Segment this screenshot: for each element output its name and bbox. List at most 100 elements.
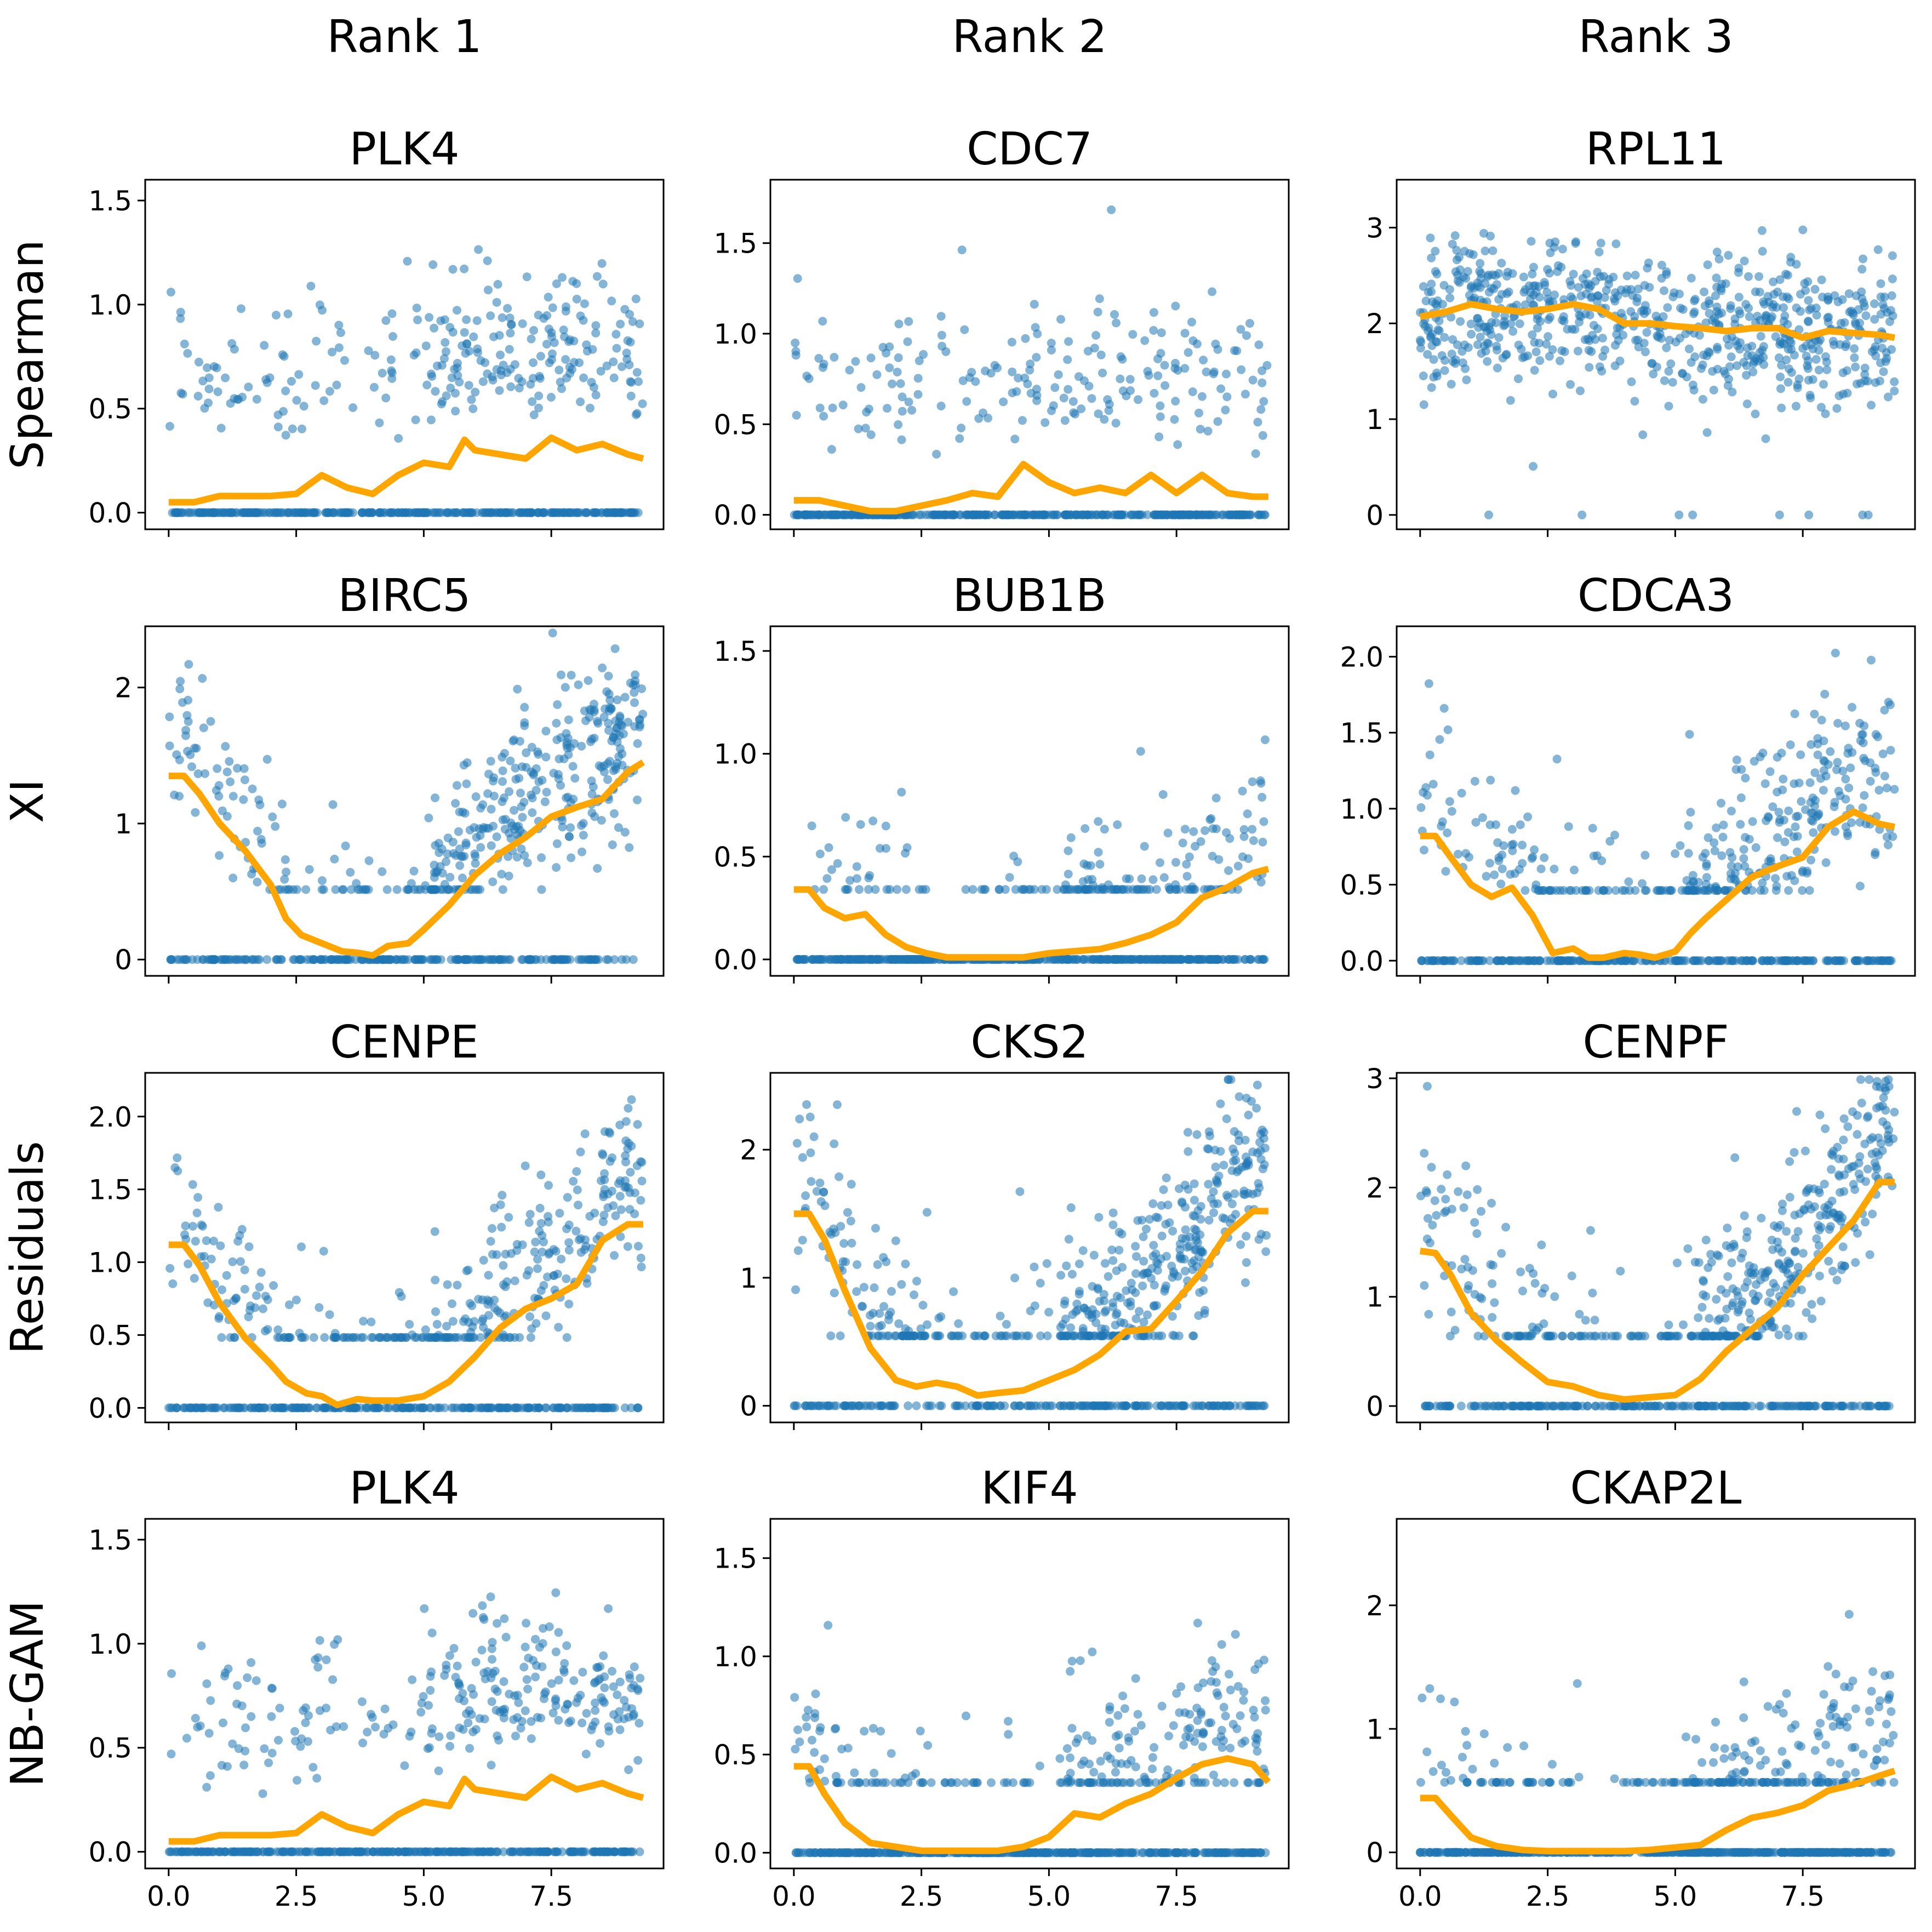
data-point	[239, 795, 248, 804]
zero-point	[523, 955, 533, 964]
data-point	[518, 319, 527, 328]
zero-point	[1449, 956, 1458, 965]
zero-point	[866, 1401, 875, 1410]
data-point	[1443, 725, 1453, 734]
data-point	[1726, 301, 1735, 310]
data-point	[1064, 337, 1073, 346]
scatter-points	[165, 245, 647, 517]
data-point	[1081, 824, 1090, 833]
data-point	[1178, 838, 1187, 848]
data-point	[425, 313, 434, 322]
data-point	[1060, 416, 1070, 425]
data-point	[581, 1235, 590, 1244]
data-point	[476, 1333, 485, 1342]
zero-point	[447, 1403, 456, 1413]
data-point	[1493, 838, 1502, 847]
zero-point	[907, 955, 916, 964]
zero-point	[1876, 956, 1885, 965]
data-point	[792, 1139, 802, 1148]
zero-point	[231, 508, 240, 517]
data-point	[1761, 434, 1770, 443]
data-point	[1063, 355, 1072, 364]
data-point	[1497, 864, 1507, 873]
zero-point	[1456, 956, 1466, 965]
data-point	[1116, 374, 1125, 384]
data-point	[1142, 1225, 1151, 1234]
data-point	[923, 1320, 932, 1329]
data-point	[281, 855, 290, 864]
zero-point	[900, 955, 910, 964]
data-point	[1577, 886, 1587, 895]
data-point	[1171, 885, 1180, 894]
data-point	[498, 752, 507, 762]
zero-point	[1695, 956, 1704, 965]
data-point	[517, 762, 527, 771]
data-point	[1769, 300, 1778, 309]
zero-point	[1852, 956, 1861, 965]
zero-point	[172, 508, 181, 517]
data-point	[801, 1191, 810, 1201]
data-point	[1710, 846, 1719, 855]
data-point	[246, 1301, 255, 1311]
data-point	[901, 849, 910, 858]
data-point	[165, 741, 174, 751]
data-point	[173, 1153, 182, 1163]
zero-point	[185, 508, 194, 517]
data-point	[551, 1247, 561, 1256]
y-tick-label: 1.0	[1340, 793, 1384, 825]
data-point	[511, 763, 520, 773]
data-point	[471, 859, 480, 868]
data-point	[1698, 360, 1707, 369]
data-point	[176, 314, 185, 323]
data-point	[1771, 874, 1780, 883]
data-point	[506, 382, 516, 391]
data-point	[1432, 270, 1442, 279]
data-point	[305, 865, 314, 874]
data-point	[348, 403, 358, 412]
data-point	[634, 377, 643, 386]
data-point	[609, 733, 618, 742]
data-point	[626, 1168, 635, 1177]
data-point	[1507, 825, 1517, 834]
data-point	[1709, 385, 1718, 395]
zero-point	[220, 955, 230, 964]
zero-point	[475, 955, 484, 964]
data-point	[1005, 873, 1014, 882]
data-point	[1874, 786, 1884, 795]
data-point	[1511, 786, 1520, 795]
data-point	[574, 680, 583, 689]
data-point	[1701, 318, 1711, 328]
panels: PLK40.00.51.01.5CDC70.00.51.01.5RPL11012…	[88, 123, 1916, 1912]
data-point	[531, 786, 541, 795]
data-point	[1213, 417, 1222, 426]
data-point	[839, 1239, 849, 1248]
data-point	[1676, 841, 1685, 850]
data-point	[1733, 862, 1742, 871]
data-point	[793, 1246, 803, 1255]
data-point	[1107, 205, 1116, 214]
data-point	[1098, 368, 1107, 378]
data-point	[562, 1274, 571, 1283]
data-point	[993, 363, 1002, 373]
data-point	[1860, 721, 1868, 730]
data-point	[515, 774, 524, 783]
data-point	[467, 395, 476, 404]
data-point	[1108, 1220, 1118, 1230]
data-point	[1649, 369, 1658, 379]
data-point	[1134, 395, 1142, 404]
data-point	[888, 379, 897, 388]
data-point	[1008, 367, 1017, 376]
data-point	[1734, 264, 1744, 273]
data-point	[1182, 872, 1192, 881]
panel-title: BUB1B	[953, 570, 1107, 622]
data-point	[297, 424, 306, 433]
data-point	[630, 1188, 639, 1198]
data-point	[466, 1328, 476, 1337]
data-point	[1751, 843, 1760, 852]
data-point	[1685, 730, 1694, 739]
data-point	[1638, 879, 1647, 888]
data-point	[1419, 845, 1428, 855]
zero-point	[941, 510, 950, 519]
data-point	[833, 859, 842, 868]
data-point	[637, 1262, 646, 1272]
